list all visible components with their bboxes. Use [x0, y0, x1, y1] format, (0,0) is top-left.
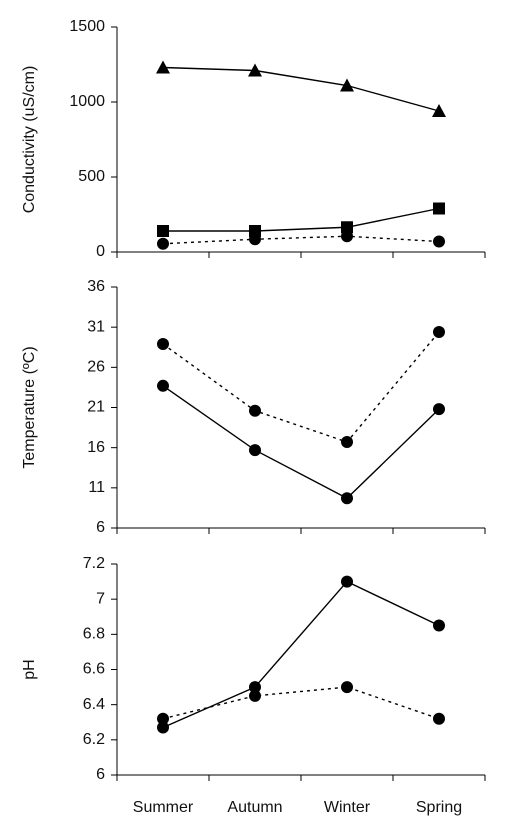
y-tick-label: 1500 — [69, 18, 105, 35]
marker — [248, 63, 262, 77]
y-tick-label: 11 — [88, 479, 105, 496]
marker — [341, 575, 353, 588]
marker — [157, 338, 169, 351]
y-tick-label: 31 — [87, 318, 105, 335]
marker — [249, 444, 261, 457]
marker — [433, 403, 445, 416]
marker — [249, 689, 261, 702]
marker — [156, 60, 170, 74]
x-tick-label: Summer — [133, 799, 194, 816]
series-line — [162, 235, 440, 245]
y-tick-label: 6.4 — [83, 696, 105, 713]
marker — [341, 230, 353, 243]
series-line — [162, 66, 440, 112]
series-line — [163, 207, 440, 232]
marker — [432, 104, 446, 117]
y-tick-label: 6.8 — [83, 626, 105, 643]
marker — [341, 492, 353, 505]
series-line — [162, 385, 440, 500]
marker — [433, 325, 445, 338]
marker — [341, 436, 353, 449]
x-tick-label: Winter — [324, 799, 371, 816]
y-tick-label: 36 — [87, 278, 105, 295]
marker — [433, 712, 445, 725]
y-tick-label: 500 — [78, 168, 105, 185]
y-tick-label: 6.2 — [83, 731, 105, 748]
series-line — [162, 686, 440, 720]
marker — [157, 379, 169, 392]
marker — [249, 404, 261, 417]
y-tick-label: 7.2 — [83, 555, 105, 572]
marker — [341, 221, 353, 234]
y-tick-label: 7 — [96, 590, 105, 607]
y-axis-label: Temperature (ºC) — [21, 346, 38, 468]
y-tick-label: 26 — [87, 359, 105, 376]
x-tick-label: Autumn — [227, 799, 282, 816]
series-line — [162, 580, 440, 729]
marker — [249, 225, 261, 237]
y-tick-label: 6 — [96, 766, 105, 783]
y-tick-label: 21 — [87, 399, 105, 416]
x-tick-label: Spring — [416, 799, 462, 816]
marker — [433, 202, 445, 215]
y-tick-label: 6 — [96, 519, 105, 536]
y-axis-label: Conductivity (uS/cm) — [21, 66, 38, 214]
marker — [433, 619, 445, 632]
y-axis-label: pH — [21, 659, 38, 679]
marker — [249, 233, 261, 246]
marker — [157, 712, 169, 725]
y-tick-label: 6.6 — [83, 661, 105, 678]
y-tick-label: 16 — [87, 439, 105, 456]
marker — [157, 237, 169, 250]
marker — [157, 721, 169, 734]
marker — [433, 235, 445, 248]
marker — [157, 225, 169, 237]
marker — [340, 78, 354, 92]
y-tick-label: 1000 — [69, 93, 105, 110]
series-line — [162, 331, 440, 443]
marker — [341, 681, 353, 694]
marker — [249, 681, 261, 694]
y-tick-label: 0 — [96, 243, 105, 260]
